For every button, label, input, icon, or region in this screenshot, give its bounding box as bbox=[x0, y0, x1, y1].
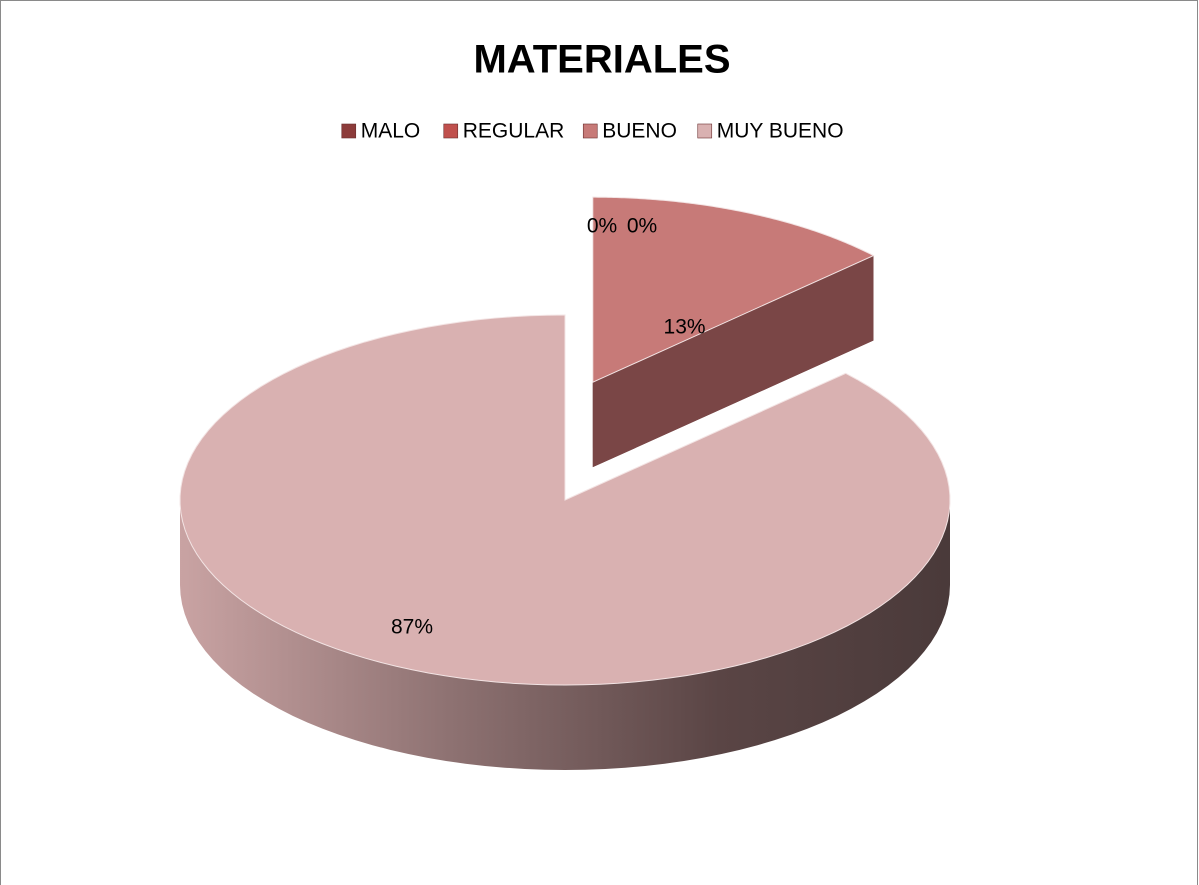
data-label: 0% bbox=[627, 215, 657, 238]
chart-title: MATERIALES bbox=[473, 38, 730, 82]
legend-label: MUY BUENO bbox=[717, 120, 844, 143]
legend-swatch bbox=[697, 123, 713, 139]
data-label: 13% bbox=[664, 315, 706, 338]
legend: MALO REGULAR BUENO MUY BUENO bbox=[341, 120, 844, 143]
legend-swatch bbox=[341, 123, 357, 139]
slice-wall bbox=[592, 255, 874, 468]
legend-swatch bbox=[443, 123, 459, 139]
data-label: 0% bbox=[587, 215, 617, 238]
legend-swatch bbox=[582, 123, 598, 139]
slice bbox=[592, 196, 875, 383]
data-label: 87% bbox=[391, 616, 433, 639]
legend-label: REGULAR bbox=[463, 120, 565, 143]
slice-wall bbox=[180, 500, 950, 770]
legend-label: BUENO bbox=[602, 120, 677, 143]
legend-label: MALO bbox=[361, 120, 421, 143]
slice bbox=[179, 314, 951, 686]
